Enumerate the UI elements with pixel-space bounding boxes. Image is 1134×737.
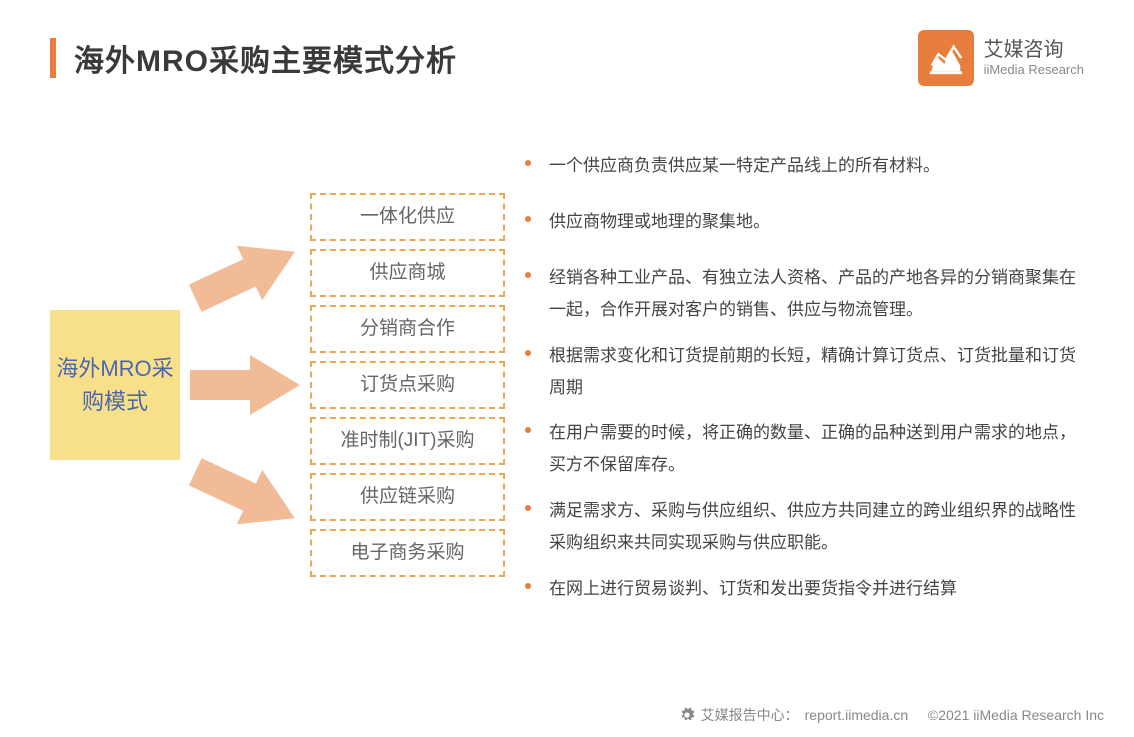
description-row: 经销各种工业产品、有独立法人资格、产品的产地各异的分销商聚集在一起，合作开展对客… <box>525 258 1084 328</box>
logo-en: iiMedia Research <box>984 62 1084 78</box>
description-text: 在网上进行贸易谈判、订货和发出要货指令并进行结算 <box>549 569 957 605</box>
category-label: 供应链采购 <box>360 485 455 510</box>
category-label: 一体化供应 <box>360 205 455 230</box>
description-row: 在网上进行贸易谈判、订货和发出要货指令并进行结算 <box>525 569 1084 617</box>
description-text: 供应商物理或地理的聚集地。 <box>549 202 770 238</box>
description-row: 根据需求变化和订货提前期的长短，精确计算订货点、订货批量和订货周期 <box>525 336 1084 405</box>
accent-bar <box>50 38 56 78</box>
category-label: 准时制(JIT)采购 <box>340 429 474 454</box>
source-node: 海外MRO采购模式 <box>50 310 180 460</box>
category-box: 供应商城 <box>310 249 505 297</box>
footer: 艾媒报告中心： report.iimedia.cn ©2021 iiMedia … <box>679 705 1104 725</box>
description-row: 一个供应商负责供应某一特定产品线上的所有材料。 <box>525 146 1084 194</box>
description-row: 在用户需要的时候，将正确的数量、正确的品种送到用户需求的地点，买方不保留库存。 <box>525 413 1084 483</box>
footer-copyright: ©2021 iiMedia Research Inc <box>928 707 1104 723</box>
diagram: 海外MRO采购模式 一体化供应 供应商城 分销商合作 订货点采购 准时制(JIT… <box>0 86 1134 625</box>
page-title: 海外MRO采购主要模式分析 <box>74 36 457 80</box>
logo-text: 艾媒咨询 iiMedia Research <box>984 38 1084 78</box>
logo-cn: 艾媒咨询 <box>984 38 1084 62</box>
category-label: 供应商城 <box>369 261 445 286</box>
category-box: 一体化供应 <box>310 193 505 241</box>
description-text: 经销各种工业产品、有独立法人资格、产品的产地各异的分销商聚集在一起，合作开展对客… <box>549 258 1084 327</box>
title-area: 海外MRO采购主要模式分析 <box>50 36 457 80</box>
category-box: 供应链采购 <box>310 473 505 521</box>
description-text: 在用户需要的时候，将正确的数量、正确的品种送到用户需求的地点，买方不保留库存。 <box>549 413 1084 482</box>
arrows-group <box>180 235 310 535</box>
arrow-icon <box>180 440 309 550</box>
category-box: 准时制(JIT)采购 <box>310 417 505 465</box>
category-label: 电子商务采购 <box>350 541 464 566</box>
description-row: 满足需求方、采购与供应组织、供应方共同建立的跨业组织界的战略性采购组织来共同实现… <box>525 491 1084 561</box>
bullet-icon <box>525 350 531 356</box>
description-text: 满足需求方、采购与供应组织、供应方共同建立的跨业组织界的战略性采购组织来共同实现… <box>549 491 1084 560</box>
category-box: 订货点采购 <box>310 361 505 409</box>
logo: 艾媒咨询 iiMedia Research <box>918 30 1084 86</box>
category-label: 订货点采购 <box>360 373 455 398</box>
footer-center: 艾媒报告中心： <box>701 705 799 725</box>
footer-url: report.iimedia.cn <box>805 707 909 723</box>
description-text: 一个供应商负责供应某一特定产品线上的所有材料。 <box>549 146 940 182</box>
category-box: 电子商务采购 <box>310 529 505 577</box>
category-column: 一体化供应 供应商城 分销商合作 订货点采购 准时制(JIT)采购 供应链采购 … <box>310 193 505 577</box>
arrow-icon <box>180 220 309 330</box>
bullet-icon <box>525 160 531 166</box>
category-label: 分销商合作 <box>360 317 455 342</box>
bullet-icon <box>525 216 531 222</box>
bullet-icon <box>525 427 531 433</box>
header: 海外MRO采购主要模式分析 艾媒咨询 iiMedia Research <box>0 0 1134 86</box>
bullet-icon <box>525 272 531 278</box>
category-box: 分销商合作 <box>310 305 505 353</box>
source-label: 海外MRO采购模式 <box>50 352 180 418</box>
bullet-icon <box>525 505 531 511</box>
description-column: 一个供应商负责供应某一特定产品线上的所有材料。 供应商物理或地理的聚集地。 经销… <box>505 146 1084 625</box>
description-text: 根据需求变化和订货提前期的长短，精确计算订货点、订货批量和订货周期 <box>549 336 1084 405</box>
gear-icon <box>679 707 695 723</box>
bullet-icon <box>525 583 531 589</box>
arrow-icon <box>190 350 300 420</box>
description-row: 供应商物理或地理的聚集地。 <box>525 202 1084 250</box>
logo-icon <box>918 30 974 86</box>
